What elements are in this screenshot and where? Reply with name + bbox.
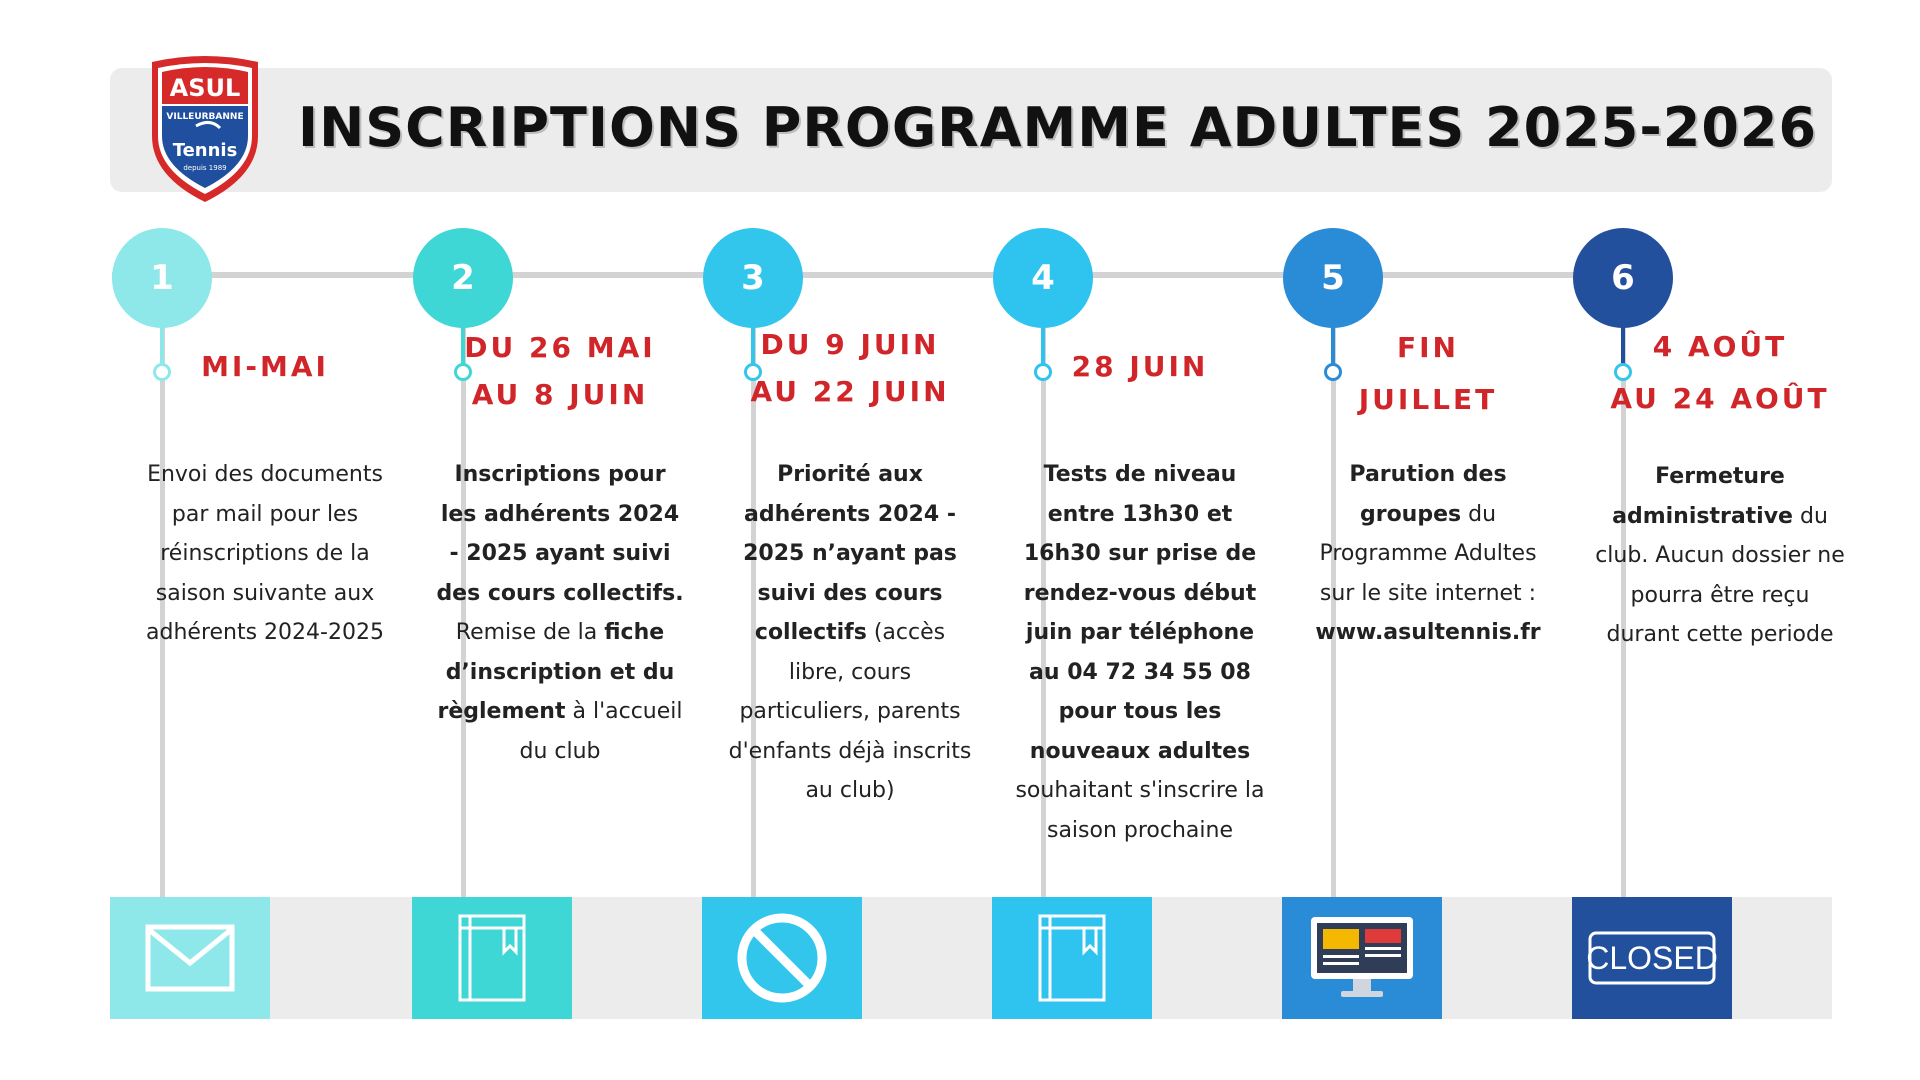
svg-text:VILLEURBANNE: VILLEURBANNE (166, 112, 243, 122)
svg-text:depuis 1989: depuis 1989 (183, 164, 226, 172)
step-marker-dot (454, 363, 472, 381)
timeline-line (112, 272, 1576, 278)
step-date: FIN (1397, 331, 1459, 364)
step-number-circle: 3 (703, 228, 803, 328)
asul-logo: ASUL VILLEURBANNE Tennis depuis 1989 (152, 56, 258, 202)
step-connector (1331, 324, 1335, 364)
step-marker-dot (1614, 363, 1632, 381)
step-date: DU 9 JUIN (760, 328, 940, 361)
timeline-vertical-line (1330, 325, 1336, 905)
computer-icon (1282, 897, 1442, 1019)
step-description: Envoi des documents par mail pour les ré… (146, 462, 384, 645)
step-marker-dot (1034, 363, 1052, 381)
step-connector (751, 324, 755, 364)
step-date: DU 26 MAI (464, 331, 656, 364)
book-icon (992, 897, 1152, 1019)
page-title: INSCRIPTIONS PROGRAMME ADULTES 2025-2026 (298, 96, 1818, 159)
header-band (110, 68, 1832, 192)
step-connector (160, 324, 164, 364)
prohibited-icon (702, 897, 862, 1019)
step-date: 4 AOÛT (1652, 330, 1788, 363)
book-icon (412, 897, 572, 1019)
step-date: AU 24 AOÛT (1610, 382, 1830, 415)
step-description: Inscriptions pour les adhérents 2024 - 2… (436, 462, 684, 764)
svg-text:ASUL: ASUL (170, 74, 241, 102)
bottom-band (110, 897, 1832, 1019)
step-date: MI-MAI (201, 350, 329, 383)
step-description: Priorité aux adhérents 2024 - 2025 n’aya… (728, 462, 972, 803)
step-number-circle: 4 (993, 228, 1093, 328)
timeline-vertical-line (750, 325, 756, 905)
step-marker-dot (1324, 363, 1342, 381)
svg-text:Tennis: Tennis (173, 140, 238, 161)
svg-text:CLOSED: CLOSED (1587, 940, 1717, 976)
step-description: Parution des groupes du Programme Adulte… (1315, 462, 1541, 645)
step-number-circle: 5 (1283, 228, 1383, 328)
timeline-vertical-line (159, 325, 165, 905)
step-date: AU 22 JUIN (750, 375, 950, 408)
timeline-vertical-line (1620, 325, 1626, 905)
step-connector (1621, 324, 1625, 364)
timeline-vertical-line (1040, 325, 1046, 905)
step-marker-dot (153, 363, 171, 381)
timeline-vertical-line (460, 325, 466, 905)
step-date: AU 8 JUIN (471, 378, 649, 411)
closed-sign-icon: CLOSED (1572, 897, 1732, 1019)
step-connector (1041, 324, 1045, 364)
step-number-circle: 6 (1573, 228, 1673, 328)
step-description: Fermeture administrative du club. Aucun … (1595, 464, 1845, 647)
step-number-circle: 2 (413, 228, 513, 328)
envelope-icon (110, 897, 270, 1019)
step-marker-dot (744, 363, 762, 381)
step-number-circle: 1 (112, 228, 212, 328)
step-date: 28 JUIN (1071, 350, 1209, 383)
step-date: JUILLET (1358, 383, 1498, 416)
step-connector (461, 324, 465, 364)
step-description: Tests de niveau entre 13h30 et 16h30 sur… (1015, 462, 1265, 843)
